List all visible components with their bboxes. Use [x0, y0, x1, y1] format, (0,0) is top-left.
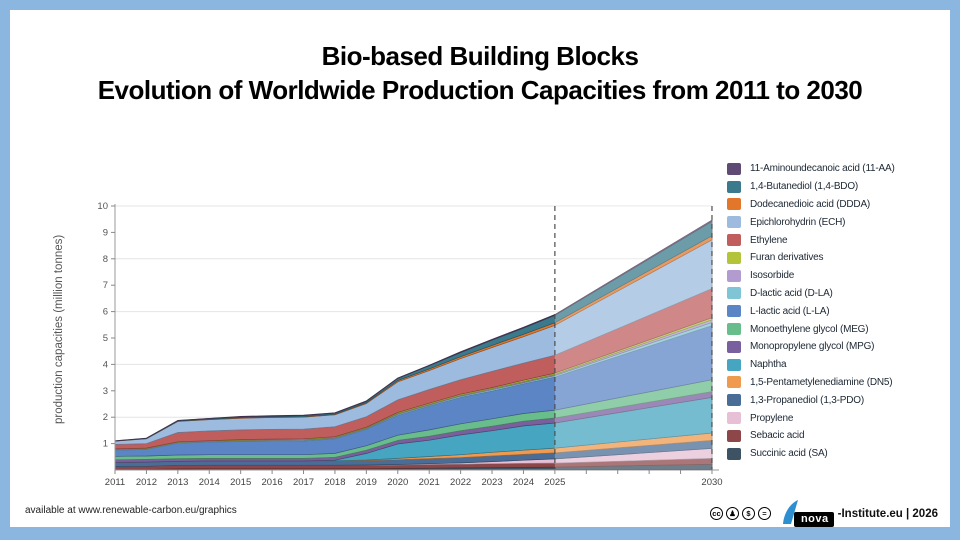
legend-label: Furan derivatives	[750, 252, 824, 264]
legend-item: Dodecanedioic acid (DDDA)	[727, 196, 945, 214]
page-title: Bio-based Building Blocks Evolution of W…	[10, 40, 950, 108]
legend-item: D-lactic acid (D-LA)	[727, 285, 945, 303]
legend-swatch	[727, 376, 741, 389]
institute-credit: -Institute.eu | 2026	[837, 507, 938, 520]
legend-swatch	[727, 287, 741, 300]
legend-swatch	[727, 234, 741, 247]
legend-swatch	[727, 358, 741, 371]
x-tick-label: 2023	[481, 477, 502, 488]
cc-by-icon: ♟	[725, 507, 739, 520]
nova-logo: nova	[779, 500, 834, 527]
legend-swatch	[727, 162, 741, 175]
x-tick-label: 2015	[230, 477, 251, 488]
x-tick-label: 2018	[324, 477, 345, 488]
legend-label: D-lactic acid (D-LA)	[750, 287, 833, 299]
legend-swatch	[727, 412, 741, 425]
x-tick-label: 2024	[513, 477, 534, 488]
y-tick-label: 8	[103, 254, 108, 265]
legend-item: Propylene	[727, 409, 945, 427]
nova-sail-icon	[782, 500, 798, 524]
y-tick-label: 9	[103, 227, 108, 238]
x-tick-label: 2025	[544, 477, 565, 488]
legend-swatch	[727, 323, 741, 336]
x-tick-label: 2021	[419, 477, 440, 488]
x-tick-label: 2011	[105, 477, 125, 488]
stacked-area-chart: 1 2 3 4 5 6 7 8 9 10 2011 2012 2013 2014 2015 2016 2017 2…	[97, 201, 722, 488]
availability-note: available at www.renewable-carbon.eu/gra…	[25, 505, 237, 516]
legend-item: Epichlorohydrin (ECH)	[727, 213, 945, 231]
legend-swatch	[727, 447, 741, 460]
legend-item: Ethylene	[727, 231, 945, 249]
legend-label: Sebacic acid	[750, 430, 805, 442]
title-line-2: Evolution of Worldwide Production Capaci…	[97, 74, 863, 105]
cc-nd-icon: =	[757, 507, 771, 520]
legend-item: L-lactic acid (L-LA)	[727, 302, 945, 320]
footer-credits: cc ♟ $ = nova -Institute.eu | 2026	[709, 500, 938, 527]
legend-label: Propylene	[750, 412, 794, 424]
legend-label: 1,3-Propanediol (1,3-PDO)	[750, 394, 864, 406]
legend-swatch	[727, 305, 741, 318]
x-tick-label: 2014	[199, 477, 220, 488]
legend-label: Ethylene	[750, 234, 788, 246]
y-tick-label: 1	[103, 439, 108, 450]
legend-label: Isosorbide	[750, 270, 795, 282]
cc-cc-icon: cc	[709, 507, 723, 520]
x-tick-label: 2022	[450, 477, 471, 488]
legend-item: Succinic acid (SA)	[727, 445, 945, 463]
legend-swatch	[727, 198, 741, 211]
legend-swatch	[727, 216, 741, 229]
legend-item: Monoethylene glycol (MEG)	[727, 320, 945, 338]
legend-label: Naphtha	[750, 359, 787, 371]
legend-item: Furan derivatives	[727, 249, 945, 267]
legend-label: Monopropylene glycol (MPG)	[750, 341, 875, 353]
legend-swatch	[727, 180, 741, 193]
x-tick-label: 2012	[136, 477, 157, 488]
legend-swatch	[727, 251, 741, 264]
legend-item: Monopropylene glycol (MPG)	[727, 338, 945, 356]
forecast-overlay	[554, 206, 712, 469]
legend-item: Sebacic acid	[727, 427, 945, 445]
y-tick-label: 6	[103, 307, 108, 318]
legend-item: Isosorbide	[727, 267, 945, 285]
legend-item: 1,5-Pentametylenediamine (DN5)	[727, 374, 945, 392]
y-tick-label: 2	[103, 412, 108, 423]
cc-nc-icon: $	[741, 507, 755, 520]
nova-logo-text: nova	[793, 512, 834, 527]
x-tick-label: 2019	[356, 477, 377, 488]
y-tick-label: 10	[97, 201, 108, 212]
y-tick-label: 4	[103, 359, 108, 370]
y-tick-label: 5	[103, 333, 108, 344]
x-tick-label: 2016	[262, 477, 283, 488]
legend-label: 11-Aminoundecanoic acid (11-AA)	[750, 163, 895, 175]
title-line-1: Bio-based Building Blocks	[321, 41, 639, 71]
legend-swatch	[727, 394, 741, 407]
legend-label: Succinic acid (SA)	[750, 448, 828, 460]
legend-item: 1,3-Propanediol (1,3-PDO)	[727, 391, 945, 409]
legend-label: Monoethylene glycol (MEG)	[750, 323, 869, 335]
chart-card: Bio-based Building Blocks Evolution of W…	[10, 10, 950, 527]
legend-swatch	[727, 269, 741, 282]
cc-icons: cc ♟ $ =	[709, 507, 771, 520]
x-tick-label: 2020	[387, 477, 408, 488]
area-aa11	[114, 219, 713, 442]
legend-label: 1,4-Butanediol (1,4-BDO)	[750, 181, 859, 193]
legend-label: 1,5-Pentametylenediamine (DN5)	[750, 376, 893, 388]
legend-swatch	[727, 340, 741, 353]
legend-label: Epichlorohydrin (ECH)	[750, 216, 846, 228]
legend-label: Dodecanedioic acid (DDDA)	[750, 198, 871, 210]
legend-item: 1,4-Butanediol (1,4-BDO)	[727, 178, 945, 196]
legend: 11-Aminoundecanoic acid (11-AA) 1,4-Butan…	[727, 160, 945, 463]
y-tick-label: 7	[103, 280, 108, 291]
x-tick-label: 2030	[701, 477, 722, 488]
legend-item: Naphtha	[727, 356, 945, 374]
legend-item: 11-Aminoundecanoic acid (11-AA)	[727, 160, 945, 178]
x-tick-label: 2013	[167, 477, 188, 488]
legend-swatch	[727, 429, 741, 442]
x-tick-label: 2017	[293, 477, 314, 488]
legend-label: L-lactic acid (L-LA)	[750, 305, 830, 317]
y-tick-label: 3	[103, 386, 108, 397]
